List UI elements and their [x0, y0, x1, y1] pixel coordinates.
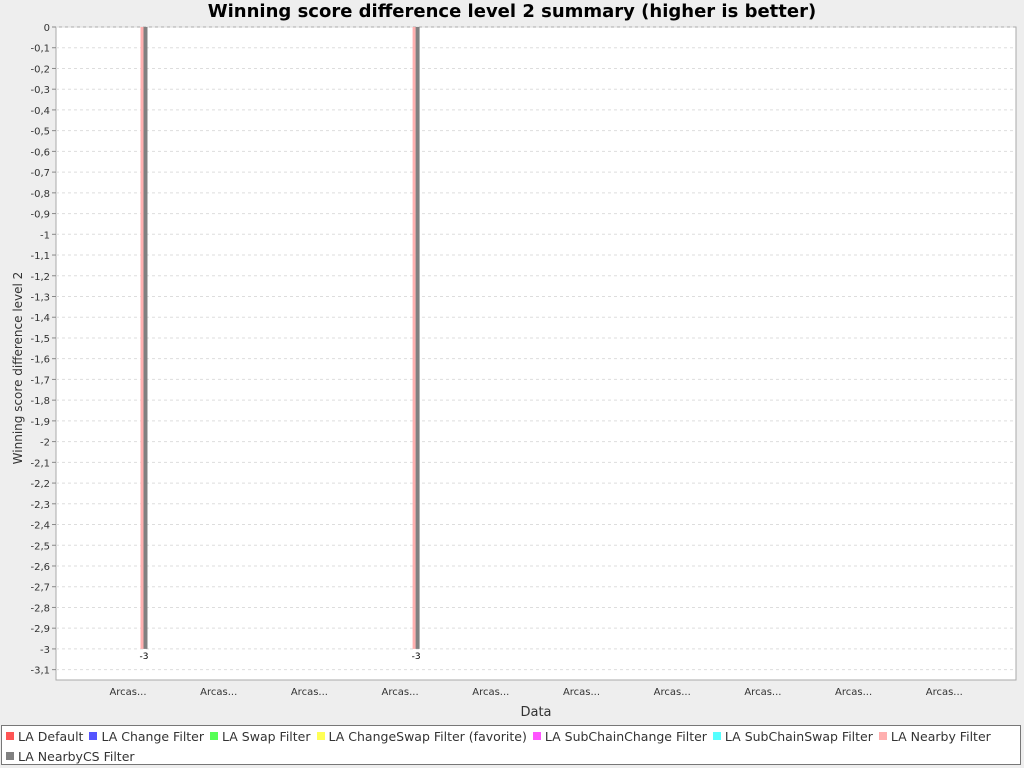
legend-label: LA Change Filter [101, 728, 205, 744]
bar-layer [140, 27, 420, 649]
y-tick-label: -2 [40, 438, 50, 449]
grid-layer [56, 26, 1016, 671]
x-tick-label: Arcas... [926, 687, 963, 698]
y-tick-label: -3 [40, 645, 50, 656]
y-tick-label: -0,1 [30, 44, 50, 55]
legend-label: LA NearbyCS Filter [18, 748, 135, 764]
y-tick-label: -1,4 [30, 313, 50, 324]
x-tick-label: Arcas... [200, 687, 237, 698]
plot-background [55, 26, 1017, 681]
legend-swatch [878, 732, 887, 740]
x-tick-label: Arcas... [109, 687, 146, 698]
y-axis: 0 -0,1 -0,2 -0,3 -0,4 -0,5 -0,6 -0,7 -0,8 -0,9 -1 -… [30, 23, 56, 677]
legend-label: LA Swap Filter [222, 728, 311, 744]
x-tick-label: Arcas... [291, 687, 328, 698]
legend-label: LA ChangeSwap Filter (favorite) [328, 728, 527, 744]
legend-item: LA Change Filter [89, 726, 204, 746]
legend-swatch [532, 732, 541, 740]
y-tick-label: -1,3 [30, 292, 50, 303]
y-tick-label: -1 [40, 230, 50, 241]
y-tick-label: -1,7 [30, 375, 50, 386]
y-tick-label: -0,5 [30, 127, 50, 138]
legend-swatch [316, 732, 325, 740]
y-axis-label: Winning score difference level 2 [11, 272, 25, 465]
x-axis-label: Data [520, 705, 551, 720]
legend-swatch [210, 732, 219, 740]
legend-label: LA SubChainSwap Filter [724, 728, 873, 744]
y-tick-label: -0,7 [30, 168, 50, 179]
y-tick-label: -0,8 [30, 189, 50, 200]
chart-area: 0 -0,1 -0,2 -0,3 -0,4 -0,5 -0,6 -0,7 -0,8 -0,9 -1 -… [11, 23, 1017, 720]
y-tick-label: -1,8 [30, 396, 50, 407]
data-label: -3 [140, 652, 149, 662]
y-tick-label: -2,8 [30, 603, 50, 614]
y-tick-label: -3,1 [30, 666, 50, 677]
y-tick-label: 0 [44, 23, 50, 34]
legend-label: LA Default [18, 728, 84, 744]
data-label: -3 [412, 652, 421, 662]
legend-swatch [6, 732, 14, 740]
y-tick-label: -2,7 [30, 583, 50, 594]
y-tick-label: -1,9 [30, 417, 50, 428]
y-tick-label: -1,1 [30, 251, 50, 262]
legend-item: LA ChangeSwap Filter (favorite) [316, 726, 527, 746]
bar [412, 27, 416, 649]
y-tick-label: -1,5 [30, 334, 50, 345]
y-tick-label: -1,6 [30, 355, 50, 366]
legend-item: LA Nearby Filter [878, 726, 991, 746]
chart-title: Winning score difference level 2 summary… [207, 1, 817, 22]
x-tick-label: Arcas... [654, 687, 691, 698]
y-tick-label: -2,9 [30, 624, 50, 635]
legend-label: LA Nearby Filter [890, 728, 991, 744]
bar [143, 27, 148, 649]
y-tick-label: -0,9 [30, 210, 50, 221]
y-tick-label: -0,3 [30, 85, 50, 96]
x-tick-label: Arcas... [744, 687, 781, 698]
data-label-layer: -3 -3 [140, 652, 421, 662]
x-axis: Arcas... Arcas... Arcas... Arcas... Arcas...… [109, 687, 962, 698]
x-tick-label: Arcas... [563, 687, 600, 698]
x-tick-label: Arcas... [835, 687, 872, 698]
y-tick-label: -1,2 [30, 272, 50, 283]
legend: LA Default LA Change Filter LA Swap Filter… [1, 725, 1021, 765]
y-tick-label: -0,4 [30, 106, 50, 117]
y-tick-label: -2,3 [30, 500, 50, 511]
legend-item: LA Swap Filter [210, 726, 311, 746]
y-tick-label: -0,2 [30, 64, 50, 75]
y-tick-label: -2,1 [30, 458, 50, 469]
y-tick-label: -2,6 [30, 562, 50, 573]
y-tick-label: -2,5 [30, 541, 50, 552]
bar [415, 27, 420, 649]
legend-swatch [89, 732, 98, 740]
legend-item: LA SubChainSwap Filter [712, 726, 873, 746]
bar [140, 27, 144, 649]
legend-item: LA SubChainChange Filter [532, 726, 707, 746]
y-tick-label: -2,2 [30, 479, 50, 490]
y-tick-label: -0,6 [30, 147, 50, 158]
x-tick-label: Arcas... [472, 687, 509, 698]
legend-label: LA SubChainChange Filter [544, 728, 707, 744]
legend-item: LA NearbyCS Filter [6, 746, 135, 766]
legend-swatch [6, 752, 14, 760]
legend-item: LA Default [6, 726, 83, 746]
x-tick-label: Arcas... [382, 687, 419, 698]
legend-swatch [712, 732, 721, 740]
y-tick-label: -2,4 [30, 521, 50, 532]
